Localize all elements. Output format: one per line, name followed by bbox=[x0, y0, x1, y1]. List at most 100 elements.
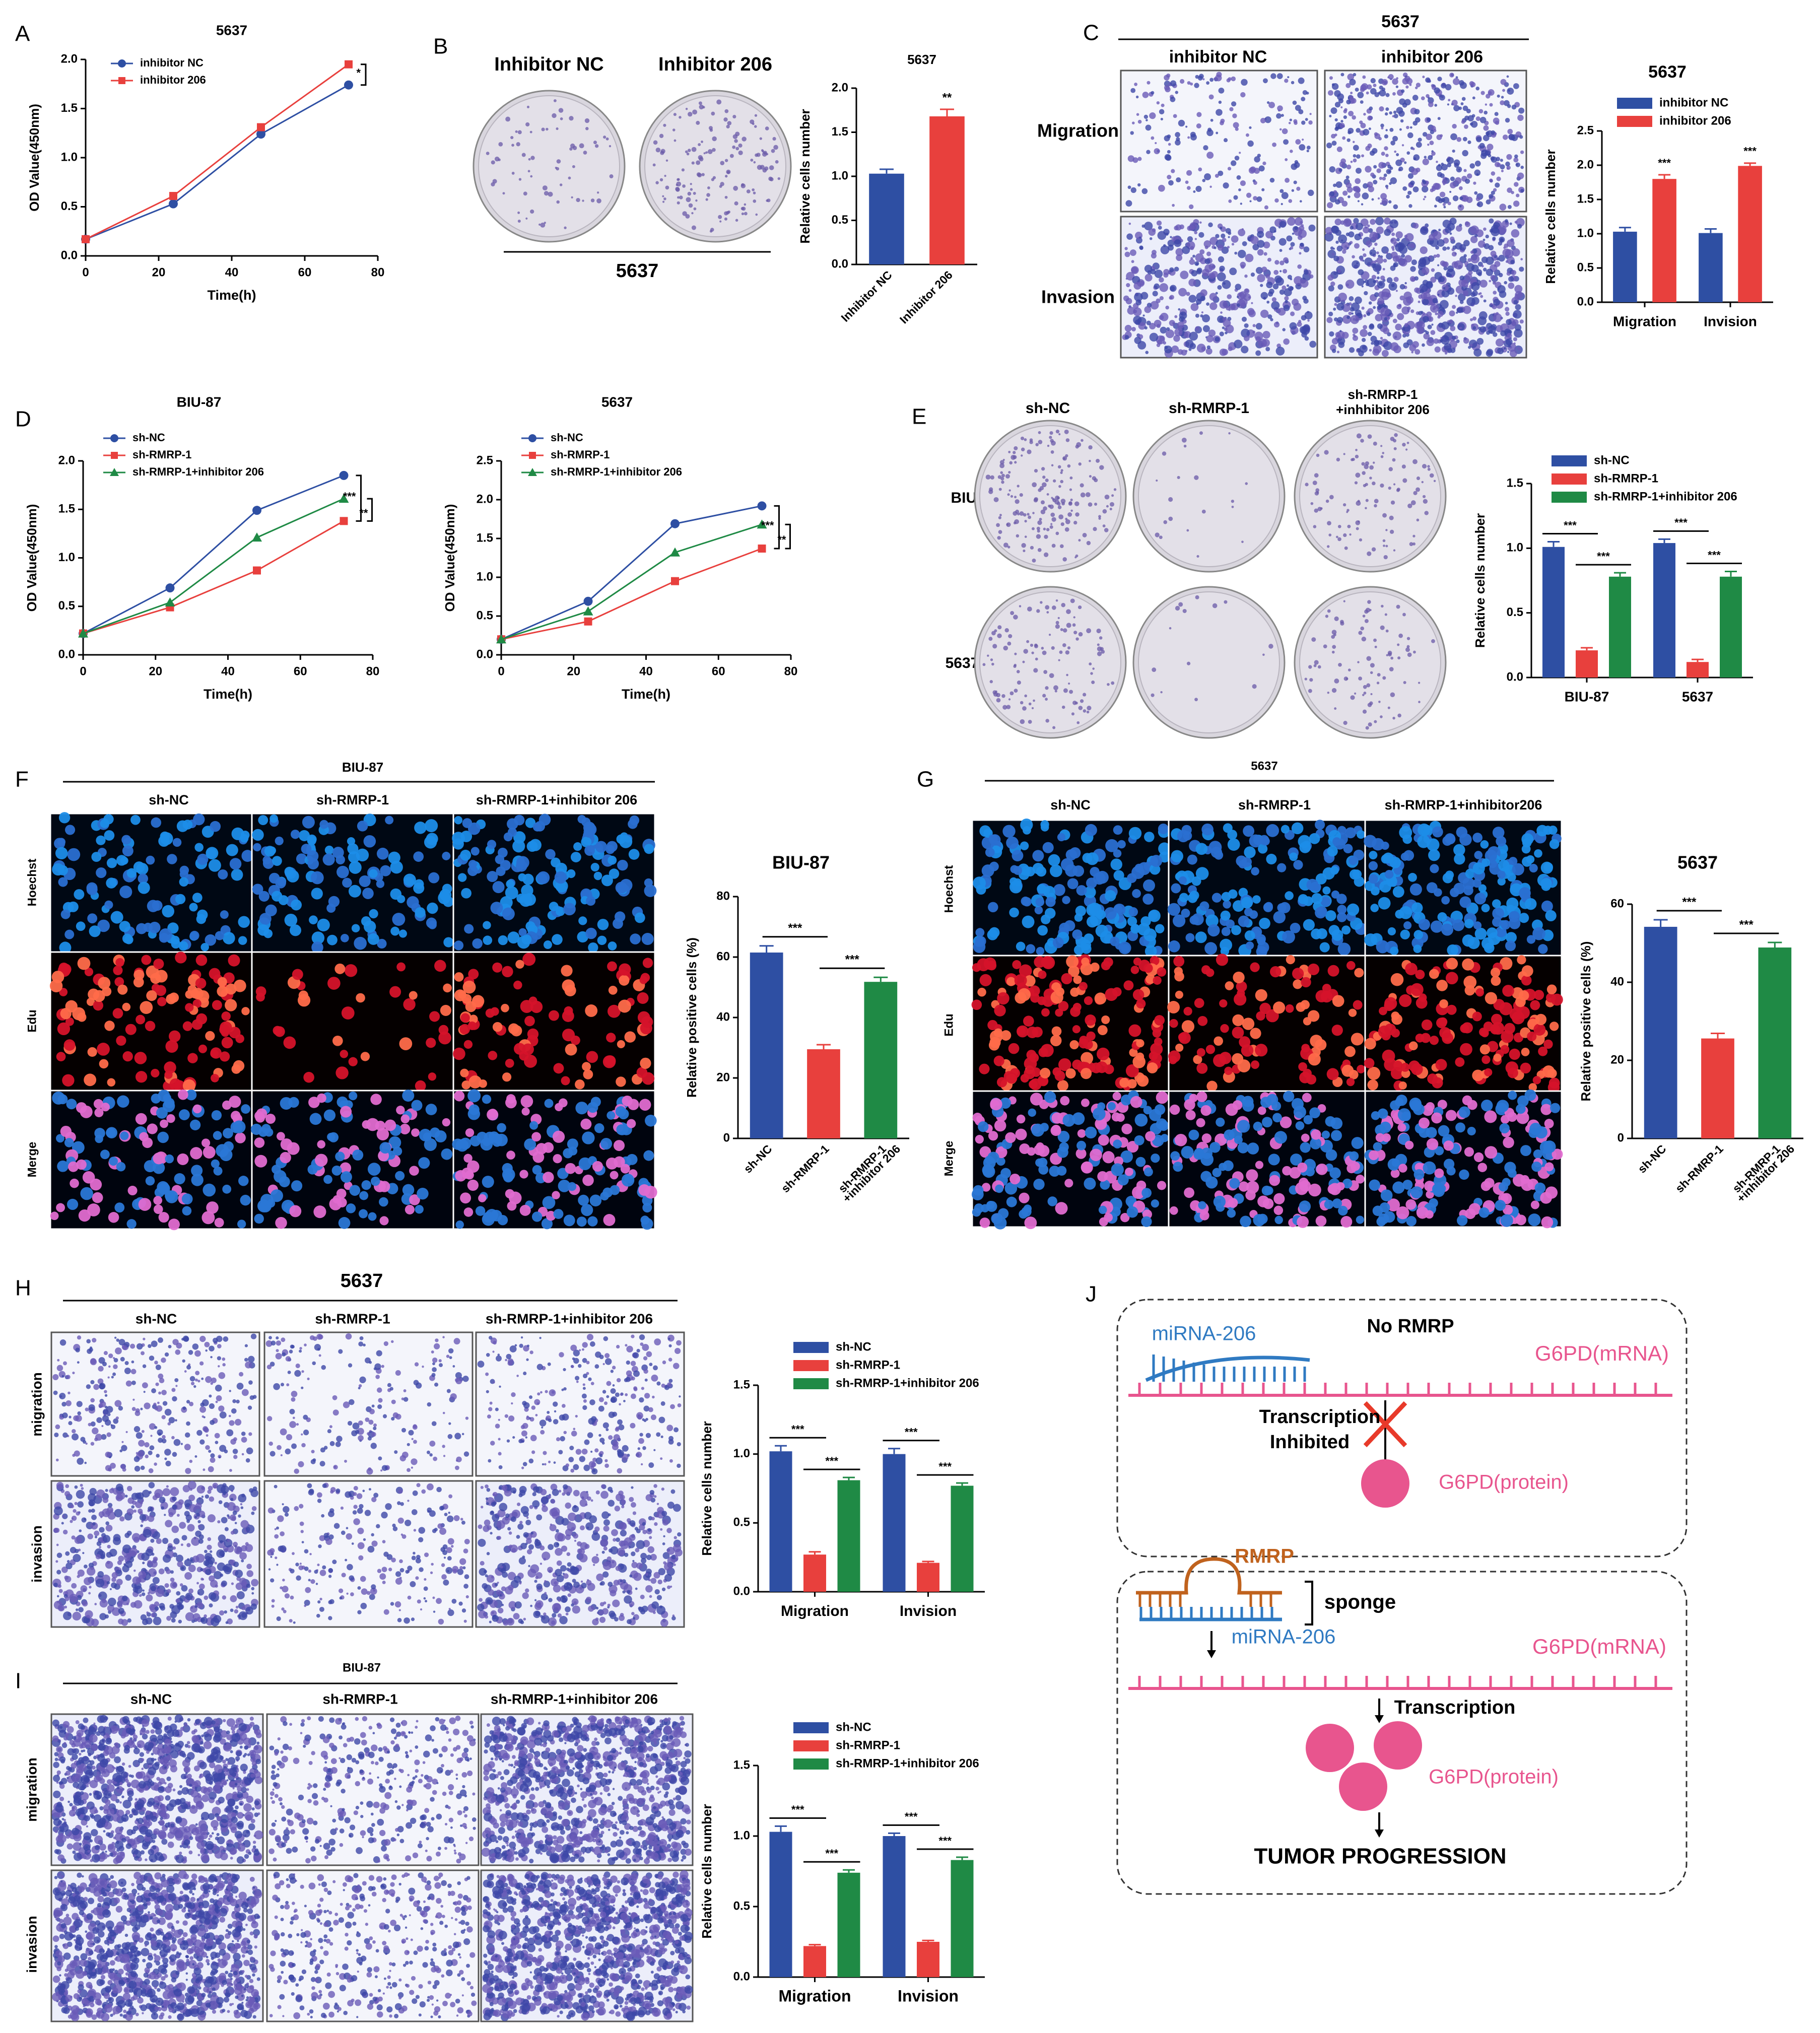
cell bbox=[426, 833, 438, 845]
cell bbox=[1360, 122, 1366, 128]
colony bbox=[1065, 454, 1068, 457]
cell bbox=[1431, 268, 1435, 272]
cell bbox=[189, 930, 199, 940]
cell bbox=[1370, 219, 1376, 225]
colony bbox=[1055, 599, 1058, 602]
cell bbox=[1493, 281, 1496, 284]
plate-inner bbox=[1138, 425, 1280, 567]
colony bbox=[1059, 650, 1063, 654]
cell bbox=[91, 852, 102, 862]
cell bbox=[1144, 306, 1152, 313]
cell bbox=[1390, 265, 1396, 271]
colony bbox=[729, 154, 734, 158]
colony bbox=[653, 140, 658, 145]
cell bbox=[1422, 298, 1429, 306]
cell bbox=[413, 883, 425, 894]
cell bbox=[259, 913, 272, 925]
colony bbox=[1015, 499, 1020, 504]
plate-inner bbox=[644, 95, 786, 237]
cell bbox=[1273, 269, 1279, 275]
cell bbox=[1418, 300, 1421, 303]
colony bbox=[707, 149, 713, 154]
cell bbox=[1478, 109, 1484, 114]
colony bbox=[1111, 494, 1114, 497]
cell bbox=[1392, 318, 1397, 323]
colony bbox=[1019, 511, 1024, 516]
cell bbox=[1489, 103, 1493, 107]
cell bbox=[1399, 258, 1407, 266]
cell bbox=[482, 1176, 494, 1188]
cell bbox=[561, 965, 573, 977]
colony bbox=[1313, 525, 1317, 528]
cell bbox=[1518, 990, 1529, 1001]
colony bbox=[1433, 480, 1436, 483]
cell bbox=[1127, 306, 1135, 315]
cell bbox=[454, 1091, 465, 1102]
cell bbox=[1407, 190, 1412, 195]
cell bbox=[1255, 350, 1261, 356]
cell bbox=[1415, 142, 1422, 148]
colony bbox=[993, 497, 999, 502]
cell bbox=[1309, 274, 1314, 279]
cell bbox=[1363, 314, 1367, 317]
cell bbox=[1203, 145, 1208, 151]
data-point bbox=[671, 577, 679, 585]
cell bbox=[1189, 891, 1199, 901]
cell bbox=[1514, 221, 1518, 224]
category-label: Inhibitor 206 bbox=[897, 268, 955, 326]
colony bbox=[1007, 493, 1010, 496]
cell bbox=[269, 814, 278, 823]
cell bbox=[1422, 343, 1425, 347]
colony bbox=[998, 516, 1001, 519]
cell bbox=[1261, 188, 1265, 191]
colony bbox=[1107, 683, 1110, 686]
cell bbox=[1175, 990, 1183, 999]
cell bbox=[1533, 990, 1544, 1000]
data-point bbox=[252, 532, 262, 542]
cell bbox=[1363, 325, 1368, 329]
colony bbox=[1071, 712, 1075, 716]
colony bbox=[695, 199, 698, 202]
cell bbox=[506, 1150, 515, 1160]
cell bbox=[1282, 128, 1288, 134]
cell bbox=[1467, 140, 1471, 145]
cell bbox=[125, 1024, 137, 1035]
cell bbox=[1346, 186, 1353, 193]
cell bbox=[1520, 189, 1524, 193]
colony bbox=[665, 185, 669, 190]
colony bbox=[1048, 634, 1051, 636]
cell bbox=[608, 941, 617, 951]
cell bbox=[1170, 236, 1172, 238]
cell bbox=[349, 1185, 361, 1196]
cell bbox=[1176, 177, 1181, 183]
cell bbox=[565, 1043, 577, 1056]
cell bbox=[1460, 1043, 1472, 1056]
cell bbox=[1260, 117, 1266, 123]
cell bbox=[145, 1176, 155, 1186]
cell bbox=[1181, 349, 1187, 356]
colony-plate-biu87-combo bbox=[1294, 420, 1447, 573]
cell bbox=[213, 1166, 223, 1176]
cell bbox=[1244, 930, 1255, 941]
cell bbox=[1500, 330, 1507, 336]
cell bbox=[600, 1191, 609, 1201]
cell bbox=[1362, 75, 1366, 79]
cell bbox=[122, 845, 133, 857]
cell bbox=[332, 1035, 343, 1046]
cell bbox=[289, 1205, 302, 1217]
micrograph-f-hoechst-combo bbox=[452, 812, 657, 953]
cell bbox=[1430, 330, 1436, 335]
cell bbox=[1334, 118, 1338, 122]
cell bbox=[1350, 226, 1354, 230]
cell bbox=[360, 1052, 370, 1061]
colony bbox=[1355, 472, 1361, 478]
cell bbox=[1520, 150, 1524, 154]
cell bbox=[1468, 340, 1477, 348]
cell bbox=[1342, 136, 1346, 140]
cell bbox=[1513, 182, 1519, 187]
cell bbox=[1530, 1000, 1540, 1010]
cell bbox=[552, 1130, 565, 1143]
cell bbox=[514, 1043, 526, 1055]
cell bbox=[409, 991, 418, 1000]
cell bbox=[1338, 292, 1347, 302]
